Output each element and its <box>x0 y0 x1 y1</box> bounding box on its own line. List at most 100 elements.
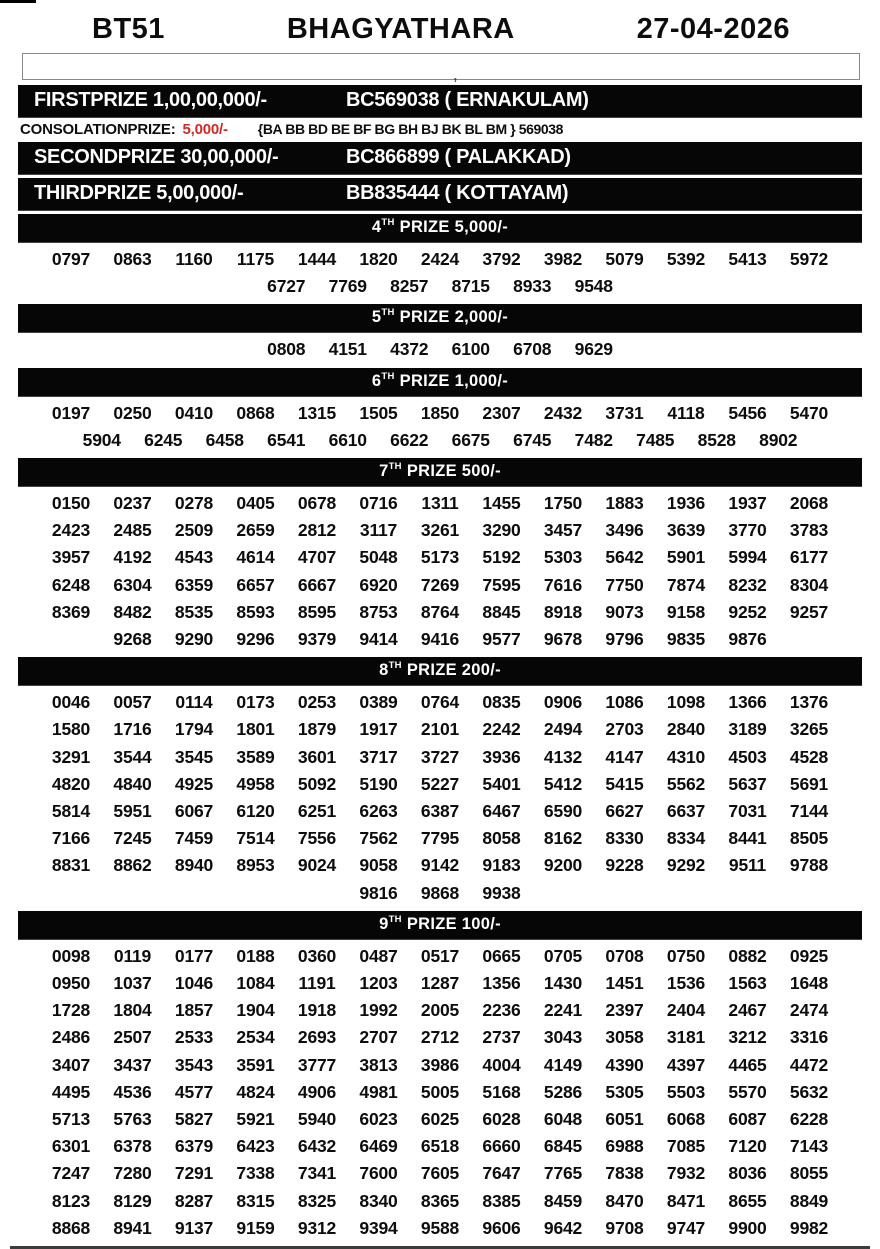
prize-number: 3544 <box>113 746 152 767</box>
prize-number: 8441 <box>728 828 767 849</box>
prize-number: 9708 <box>605 1217 644 1238</box>
prize-number: 3813 <box>359 1054 398 1075</box>
prize-number: 6378 <box>113 1136 152 1157</box>
prize-number: 1086 <box>605 692 644 713</box>
prize-number: 0150 <box>51 493 91 514</box>
prize-number: 9678 <box>543 629 583 650</box>
prize-number: 5415 <box>605 773 644 794</box>
prize-number: 5637 <box>728 773 767 794</box>
prize-number: 7600 <box>359 1163 398 1184</box>
prize-numbers-grid: 0797 0863 1160 1175 1444 1820 2424 3792 3982 5079… <box>26 246 854 300</box>
prize-number: 9058 <box>359 855 398 876</box>
prize-number: 3601 <box>297 746 337 767</box>
prize-number: 3792 <box>482 249 521 269</box>
prize-number: 9137 <box>174 1217 214 1238</box>
prize-number: 4503 <box>728 746 767 767</box>
prize-number: 1563 <box>728 973 767 994</box>
prize-number: 0950 <box>51 973 91 994</box>
prize-number: 7795 <box>420 828 460 849</box>
prize-number: 3058 <box>605 1027 644 1048</box>
prize-number: 5503 <box>666 1081 706 1102</box>
prize-number: 8287 <box>174 1190 214 1211</box>
prize-number: 9747 <box>666 1217 706 1238</box>
prize-number: 4397 <box>666 1054 706 1075</box>
prize-number: 7247 <box>51 1163 91 1184</box>
prize-number: 8953 <box>236 855 275 876</box>
prize-number: 4151 <box>328 339 367 360</box>
prize-number: 9577 <box>482 629 521 650</box>
prize-number: 6458 <box>205 429 244 450</box>
prize-number: 0808 <box>267 339 306 360</box>
prize-ordinal: 8 <box>379 661 389 680</box>
prize-number: 8715 <box>451 276 490 297</box>
prize-number: 0173 <box>236 692 275 713</box>
prize-number: 1175 <box>236 249 275 269</box>
prize-number: 9228 <box>605 855 644 876</box>
prize-number: 7769 <box>328 276 367 297</box>
prize-number: 6263 <box>359 801 398 822</box>
prize-number: 0906 <box>543 692 583 713</box>
second-prize-winner: BC866899 ( PALAKKAD) <box>346 146 571 168</box>
consolation-series: {BA BB BD BE BF BG BH BJ BK BL BM } 5690… <box>257 121 564 137</box>
prize-number: 6177 <box>789 547 829 568</box>
prize-number: 5814 <box>51 801 91 822</box>
prize-number: 8764 <box>420 601 460 622</box>
prize-number: 4004 <box>482 1054 521 1075</box>
prize-amount-label: PRIZE 100/- <box>406 914 501 933</box>
prize-number: 1366 <box>728 692 767 713</box>
prize-number: 4192 <box>113 547 152 568</box>
prize-number: 0678 <box>297 493 337 514</box>
prize-number: 6920 <box>359 574 398 595</box>
prize-number: 4707 <box>297 547 337 568</box>
prize-number: 1376 <box>789 692 829 713</box>
prize-number-row: 0046 0057 0114 0173 0253 0389 0764 0835 0906 1086… <box>26 689 854 716</box>
prize-number: 7085 <box>666 1136 706 1157</box>
prize-number: 1804 <box>113 1000 152 1021</box>
prize-number: 8528 <box>697 429 736 450</box>
prize-number: 8036 <box>728 1163 767 1184</box>
prize-number: 6590 <box>543 801 583 822</box>
prize-number: 6610 <box>328 429 367 450</box>
prize-number-row: 1728 1804 1857 1904 1918 1992 2005 2236 2241 2397… <box>26 997 854 1024</box>
prize-number: 6988 <box>605 1136 644 1157</box>
prize-number: 1160 <box>175 249 213 269</box>
prize-number: 6028 <box>482 1109 521 1130</box>
prize-number: 8129 <box>113 1190 152 1211</box>
prize-number: 8868 <box>51 1217 91 1238</box>
prize-number: 7245 <box>113 828 152 849</box>
prize-number: 0487 <box>359 945 398 966</box>
prize-number: 3265 <box>789 719 829 740</box>
prize-number: 1750 <box>543 493 583 514</box>
prize-number: 9142 <box>420 855 460 876</box>
prize-number: 6087 <box>728 1109 767 1130</box>
prize-number: 0360 <box>297 945 337 966</box>
prize-number-row: 6301 6378 6379 6423 6432 6469 6518 6660 6845 6988… <box>26 1133 854 1160</box>
prize-number: 1536 <box>666 973 706 994</box>
prize-number: 4577 <box>174 1081 214 1102</box>
prize-number: 3181 <box>666 1027 706 1048</box>
prize-number: 9296 <box>236 629 275 650</box>
prize-number: 0764 <box>420 692 460 713</box>
draw-code: BT51 <box>92 13 165 45</box>
prize-number: 4390 <box>605 1054 644 1075</box>
prize-number-row: 7166 7245 7459 7514 7556 7562 7795 8058 8162 8330… <box>26 825 854 852</box>
prize-number-row: 2486 2507 2533 2534 2693 2707 2712 2737 3043 3058… <box>26 1024 854 1051</box>
prize-number: 1937 <box>728 493 767 514</box>
prize-number: 5901 <box>666 547 706 568</box>
prize-number: 8918 <box>543 601 583 622</box>
prize-number: 8505 <box>789 828 829 849</box>
prize-number: 9416 <box>420 629 460 650</box>
prize-number: 1580 <box>51 719 91 740</box>
prize-number: 2840 <box>666 719 706 740</box>
prize-number: 5192 <box>482 547 521 568</box>
prize-number: 1918 <box>297 1000 337 1021</box>
prize-number: 4536 <box>113 1081 152 1102</box>
prize-number: 7280 <box>113 1163 152 1184</box>
prize-number: 2307 <box>482 402 521 423</box>
prize-number: 8535 <box>174 601 214 622</box>
prize-number: 6251 <box>297 801 337 822</box>
prize-number: 5190 <box>359 773 398 794</box>
prize-number: 0389 <box>359 692 398 713</box>
header-row: BT51 BHAGYATHARA 27-04-2026 <box>0 0 880 51</box>
prize-number: 9414 <box>359 629 398 650</box>
